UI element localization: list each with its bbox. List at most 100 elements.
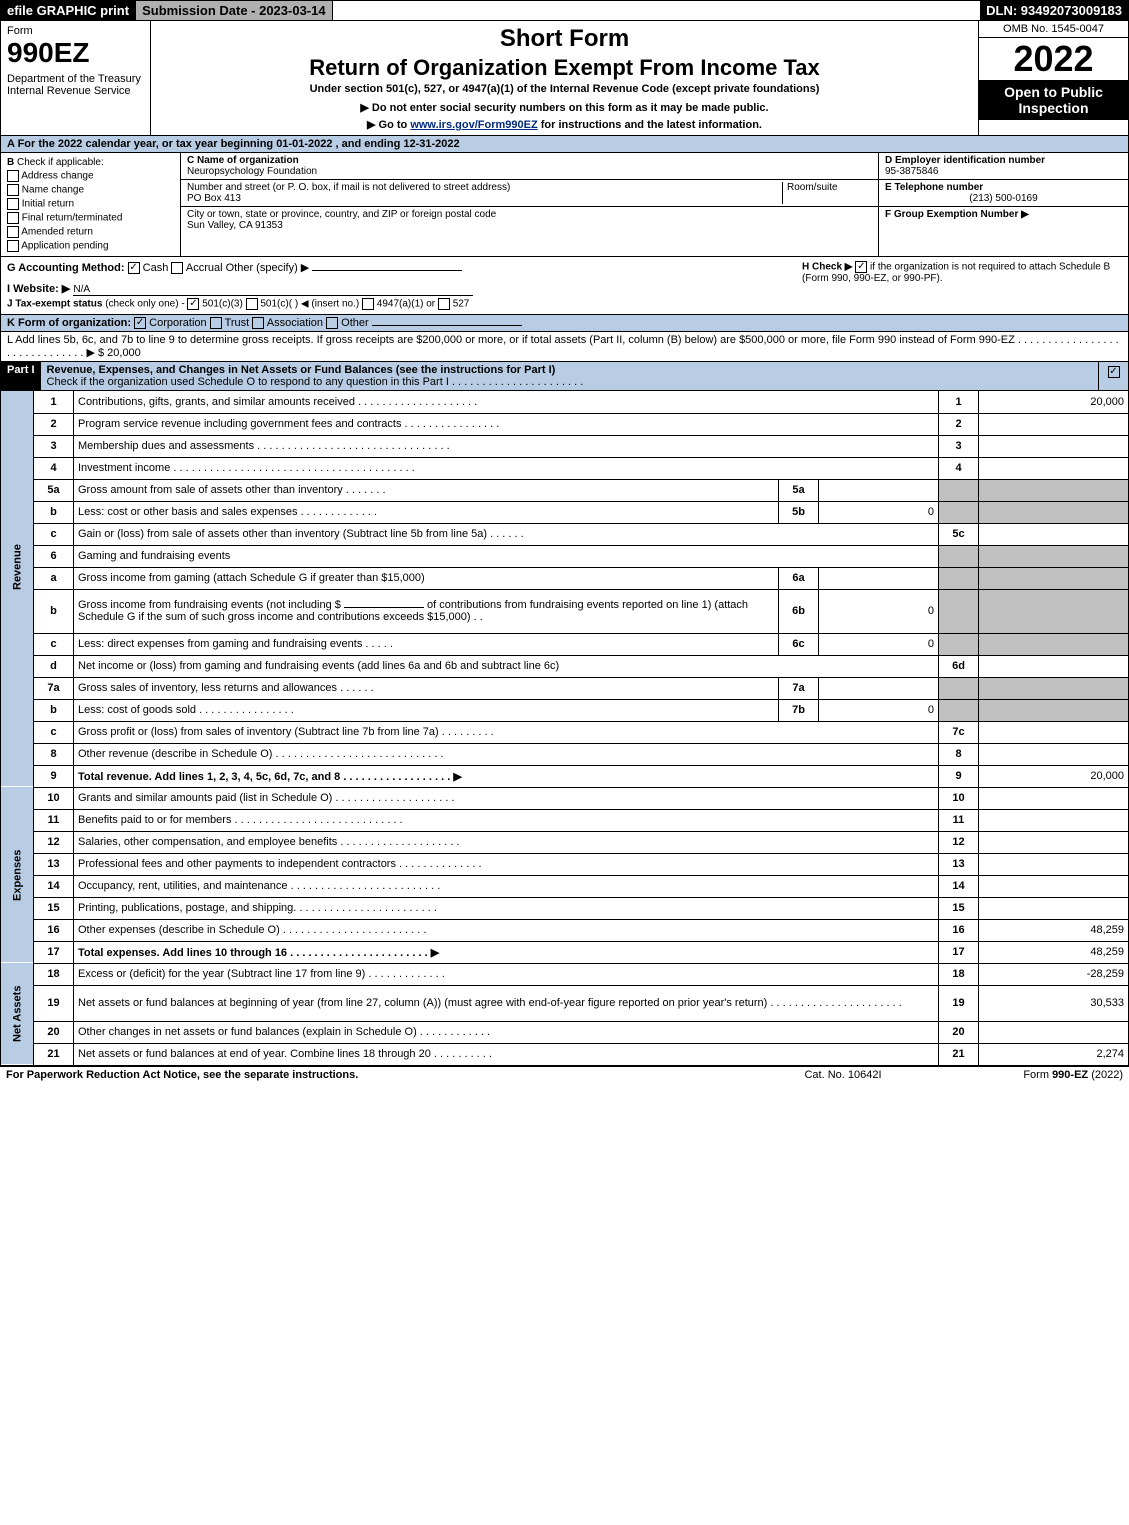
group-exemption-label: F Group Exemption Number ▶ bbox=[885, 209, 1029, 220]
opt-name-change[interactable]: Name change bbox=[7, 184, 174, 196]
short-form-title: Short Form bbox=[157, 25, 972, 53]
l20-desc: Other changes in net assets or fund bala… bbox=[74, 1021, 939, 1043]
opt-initial-return[interactable]: Initial return bbox=[7, 198, 174, 210]
l10-ref: 10 bbox=[939, 787, 979, 809]
l8-ref: 8 bbox=[939, 743, 979, 765]
check-if-applicable: Check if applicable: bbox=[17, 157, 104, 168]
line-10: Expenses 10 Grants and similar amounts p… bbox=[1, 787, 1129, 809]
l5c-num: c bbox=[34, 523, 74, 545]
l7b-desc: Less: cost of goods sold . . . . . . . .… bbox=[74, 699, 779, 721]
l6c-subref: 6c bbox=[779, 633, 819, 655]
efile-print-label[interactable]: efile GRAPHIC print bbox=[1, 1, 135, 20]
line-12: 12 Salaries, other compensation, and emp… bbox=[1, 831, 1129, 853]
line-6a: a Gross income from gaming (attach Sched… bbox=[1, 567, 1129, 589]
4947-checkbox[interactable] bbox=[362, 298, 374, 310]
l2-ref: 2 bbox=[939, 413, 979, 435]
l16-ref: 16 bbox=[939, 919, 979, 941]
l17-num: 17 bbox=[34, 941, 74, 963]
line-18: Net Assets 18 Excess or (deficit) for th… bbox=[1, 963, 1129, 985]
opt-amended-return[interactable]: Amended return bbox=[7, 226, 174, 238]
l18-desc: Excess or (deficit) for the year (Subtra… bbox=[74, 963, 939, 985]
l6a-num: a bbox=[34, 567, 74, 589]
l6d-num: d bbox=[34, 655, 74, 677]
l5b-shade1 bbox=[939, 501, 979, 523]
l5b-subref: 5b bbox=[779, 501, 819, 523]
group-exemption-cell: F Group Exemption Number ▶ bbox=[879, 207, 1128, 222]
l7b-shade2 bbox=[979, 699, 1129, 721]
527-label: 527 bbox=[453, 299, 470, 310]
cash-checkbox[interactable]: ✓ bbox=[128, 262, 140, 274]
l6a-subref: 6a bbox=[779, 567, 819, 589]
line-21: 21 Net assets or fund balances at end of… bbox=[1, 1043, 1129, 1065]
line-14: 14 Occupancy, rent, utilities, and maint… bbox=[1, 875, 1129, 897]
assoc-checkbox[interactable] bbox=[252, 317, 264, 329]
l7b-subref: 7b bbox=[779, 699, 819, 721]
l6a-subval bbox=[819, 567, 939, 589]
l17-desc: Total expenses. Add lines 10 through 16 … bbox=[74, 941, 939, 963]
l6c-num: c bbox=[34, 633, 74, 655]
l7c-val bbox=[979, 721, 1129, 743]
l1-desc: Contributions, gifts, grants, and simila… bbox=[74, 391, 939, 413]
l6c-subval: 0 bbox=[819, 633, 939, 655]
phone-label: E Telephone number bbox=[885, 182, 983, 193]
l14-ref: 14 bbox=[939, 875, 979, 897]
line-3: 3 Membership dues and assessments . . . … bbox=[1, 435, 1129, 457]
header-center: Short Form Return of Organization Exempt… bbox=[151, 21, 978, 135]
l7b-num: b bbox=[34, 699, 74, 721]
l-text: L Add lines 5b, 6c, and 7b to line 9 to … bbox=[7, 334, 1119, 359]
revenue-sidelabel-2 bbox=[1, 743, 34, 787]
l6b-num: b bbox=[34, 589, 74, 633]
top-bar: efile GRAPHIC print Submission Date - 20… bbox=[0, 0, 1129, 21]
l6b-contrib-amount[interactable] bbox=[344, 607, 424, 608]
l5b-subval: 0 bbox=[819, 501, 939, 523]
opt-application-pending[interactable]: Application pending bbox=[7, 240, 174, 252]
501c-checkbox[interactable] bbox=[246, 298, 258, 310]
b-head: B bbox=[7, 157, 14, 168]
other-org-line[interactable] bbox=[372, 325, 522, 326]
l6c-shade2 bbox=[979, 633, 1129, 655]
schedule-o-check-col: ✓ bbox=[1098, 362, 1128, 390]
goto-link[interactable]: www.irs.gov/Form990EZ bbox=[410, 119, 537, 131]
l5c-desc: Gain or (loss) from sale of assets other… bbox=[74, 523, 939, 545]
l5b-desc: Less: cost or other basis and sales expe… bbox=[74, 501, 779, 523]
form-header: Form 990EZ Department of the Treasury In… bbox=[0, 21, 1129, 136]
l7c-ref: 7c bbox=[939, 721, 979, 743]
other-specify-line[interactable] bbox=[312, 270, 462, 271]
do-not-enter-ssn: ▶ Do not enter social security numbers o… bbox=[157, 101, 972, 114]
org-name-cell: C Name of organization Neuropsychology F… bbox=[181, 153, 878, 180]
return-title: Return of Organization Exempt From Incom… bbox=[157, 55, 972, 81]
l5a-desc: Gross amount from sale of assets other t… bbox=[74, 479, 779, 501]
l6d-ref: 6d bbox=[939, 655, 979, 677]
addr-value: PO Box 413 bbox=[187, 193, 241, 204]
h-checkbox[interactable]: ✓ bbox=[855, 261, 867, 273]
footer: For Paperwork Reduction Act Notice, see … bbox=[0, 1066, 1129, 1083]
other-org-checkbox[interactable] bbox=[326, 317, 338, 329]
527-checkbox[interactable] bbox=[438, 298, 450, 310]
trust-label: Trust bbox=[225, 317, 250, 329]
l6b-subval: 0 bbox=[819, 589, 939, 633]
addr-label: Number and street (or P. O. box, if mail… bbox=[187, 182, 510, 193]
501c3-checkbox[interactable]: ✓ bbox=[187, 298, 199, 310]
part-i-subtitle: Check if the organization used Schedule … bbox=[47, 376, 584, 388]
accrual-checkbox[interactable] bbox=[171, 262, 183, 274]
opt-address-change[interactable]: Address change bbox=[7, 170, 174, 182]
org-name-label: C Name of organization bbox=[187, 155, 299, 166]
opt-final-return[interactable]: Final return/terminated bbox=[7, 212, 174, 224]
trust-checkbox[interactable] bbox=[210, 317, 222, 329]
l6b-subref: 6b bbox=[779, 589, 819, 633]
line-17: 17 Total expenses. Add lines 10 through … bbox=[1, 941, 1129, 963]
form-label: Form bbox=[7, 25, 144, 37]
schedule-o-checkbox[interactable]: ✓ bbox=[1108, 366, 1120, 378]
l10-val bbox=[979, 787, 1129, 809]
submission-date: Submission Date - 2023-03-14 bbox=[135, 1, 333, 20]
h-check-label: H Check ▶ bbox=[802, 262, 852, 273]
l16-val: 48,259 bbox=[979, 919, 1129, 941]
line-5b: b Less: cost or other basis and sales ex… bbox=[1, 501, 1129, 523]
l4-ref: 4 bbox=[939, 457, 979, 479]
l10-desc: Grants and similar amounts paid (list in… bbox=[74, 787, 939, 809]
corp-checkbox[interactable]: ✓ bbox=[134, 317, 146, 329]
line-19: 19 Net assets or fund balances at beginn… bbox=[1, 985, 1129, 1021]
l1-ref: 1 bbox=[939, 391, 979, 413]
l13-val bbox=[979, 853, 1129, 875]
line-6c: c Less: direct expenses from gaming and … bbox=[1, 633, 1129, 655]
